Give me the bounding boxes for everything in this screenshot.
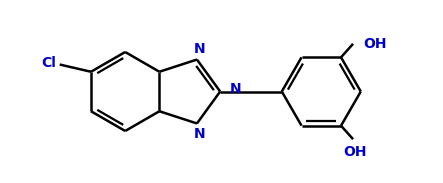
Text: OH: OH [344,145,367,159]
Text: OH: OH [364,37,387,51]
Text: N: N [194,127,205,141]
Text: Cl: Cl [41,56,56,70]
Text: N: N [194,42,205,56]
Text: N: N [230,82,241,96]
